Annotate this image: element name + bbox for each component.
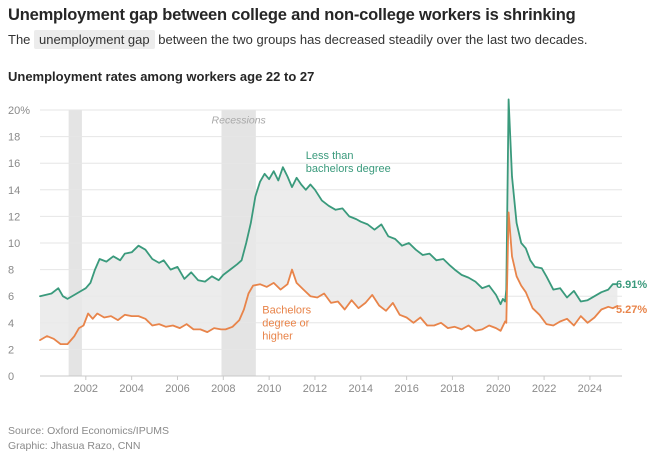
x-tick-label-2012: 2012 <box>303 383 327 395</box>
end-label-college: 5.27% <box>616 304 647 316</box>
recession-label: Recessions <box>212 114 267 126</box>
y-tick-label-2: 2 <box>8 344 14 356</box>
series-label-non-college-line-2: bachelors degree <box>306 163 391 175</box>
gap-area <box>40 99 618 345</box>
x-tick-label-2022: 2022 <box>532 383 556 395</box>
y-tick-label-18: 18 <box>8 132 20 144</box>
chart-subtitle: The unemployment gap between the two gro… <box>8 30 588 49</box>
y-tick-label-20: 20% <box>8 105 30 117</box>
y-tick-label-16: 16 <box>8 158 20 170</box>
x-tick-label-2006: 2006 <box>165 383 189 395</box>
y-tick-label-10: 10 <box>8 238 20 250</box>
series-label-college-line-2: degree or <box>262 317 309 329</box>
x-tick-label-2018: 2018 <box>440 383 464 395</box>
x-tick-label-2004: 2004 <box>119 383 143 395</box>
x-tick-label-2010: 2010 <box>257 383 281 395</box>
y-tick-label-12: 12 <box>8 211 20 223</box>
series-label-college-line-3: higher <box>262 330 293 342</box>
x-tick-label-2014: 2014 <box>349 383 373 395</box>
x-tick-label-2024: 2024 <box>578 383 602 395</box>
y-tick-label-14: 14 <box>8 185 20 197</box>
x-tick-label-2020: 2020 <box>486 383 510 395</box>
series-line-college <box>39 211 619 346</box>
chart-title: Unemployment gap between college and non… <box>8 6 576 24</box>
x-tick-label-2008: 2008 <box>211 383 235 395</box>
subtitle-highlight: unemployment gap <box>34 30 155 49</box>
series-line-non_college <box>39 98 619 306</box>
y-tick-label-8: 8 <box>8 265 14 277</box>
series-label-non-college-line-1: Less than <box>306 150 354 162</box>
source-note: Source: Oxford Economics/IPUMS <box>8 425 170 437</box>
y-tick-label-6: 6 <box>8 291 14 303</box>
y-tick-label-0: 0 <box>8 371 14 383</box>
graphic-credit: Graphic: Jhasua Razo, CNN <box>8 440 141 452</box>
x-tick-label-2002: 2002 <box>74 383 98 395</box>
series-label-college-line-1: Bachelors <box>262 304 311 316</box>
chart-heading: Unemployment rates among workers age 22 … <box>8 69 315 84</box>
x-tick-label-2016: 2016 <box>394 383 418 395</box>
end-label-non_college: 6.91% <box>616 279 647 291</box>
subtitle-rest: between the two groups has decreased ste… <box>158 32 588 47</box>
subtitle-lead: The <box>8 32 31 47</box>
y-tick-label-4: 4 <box>8 318 14 330</box>
